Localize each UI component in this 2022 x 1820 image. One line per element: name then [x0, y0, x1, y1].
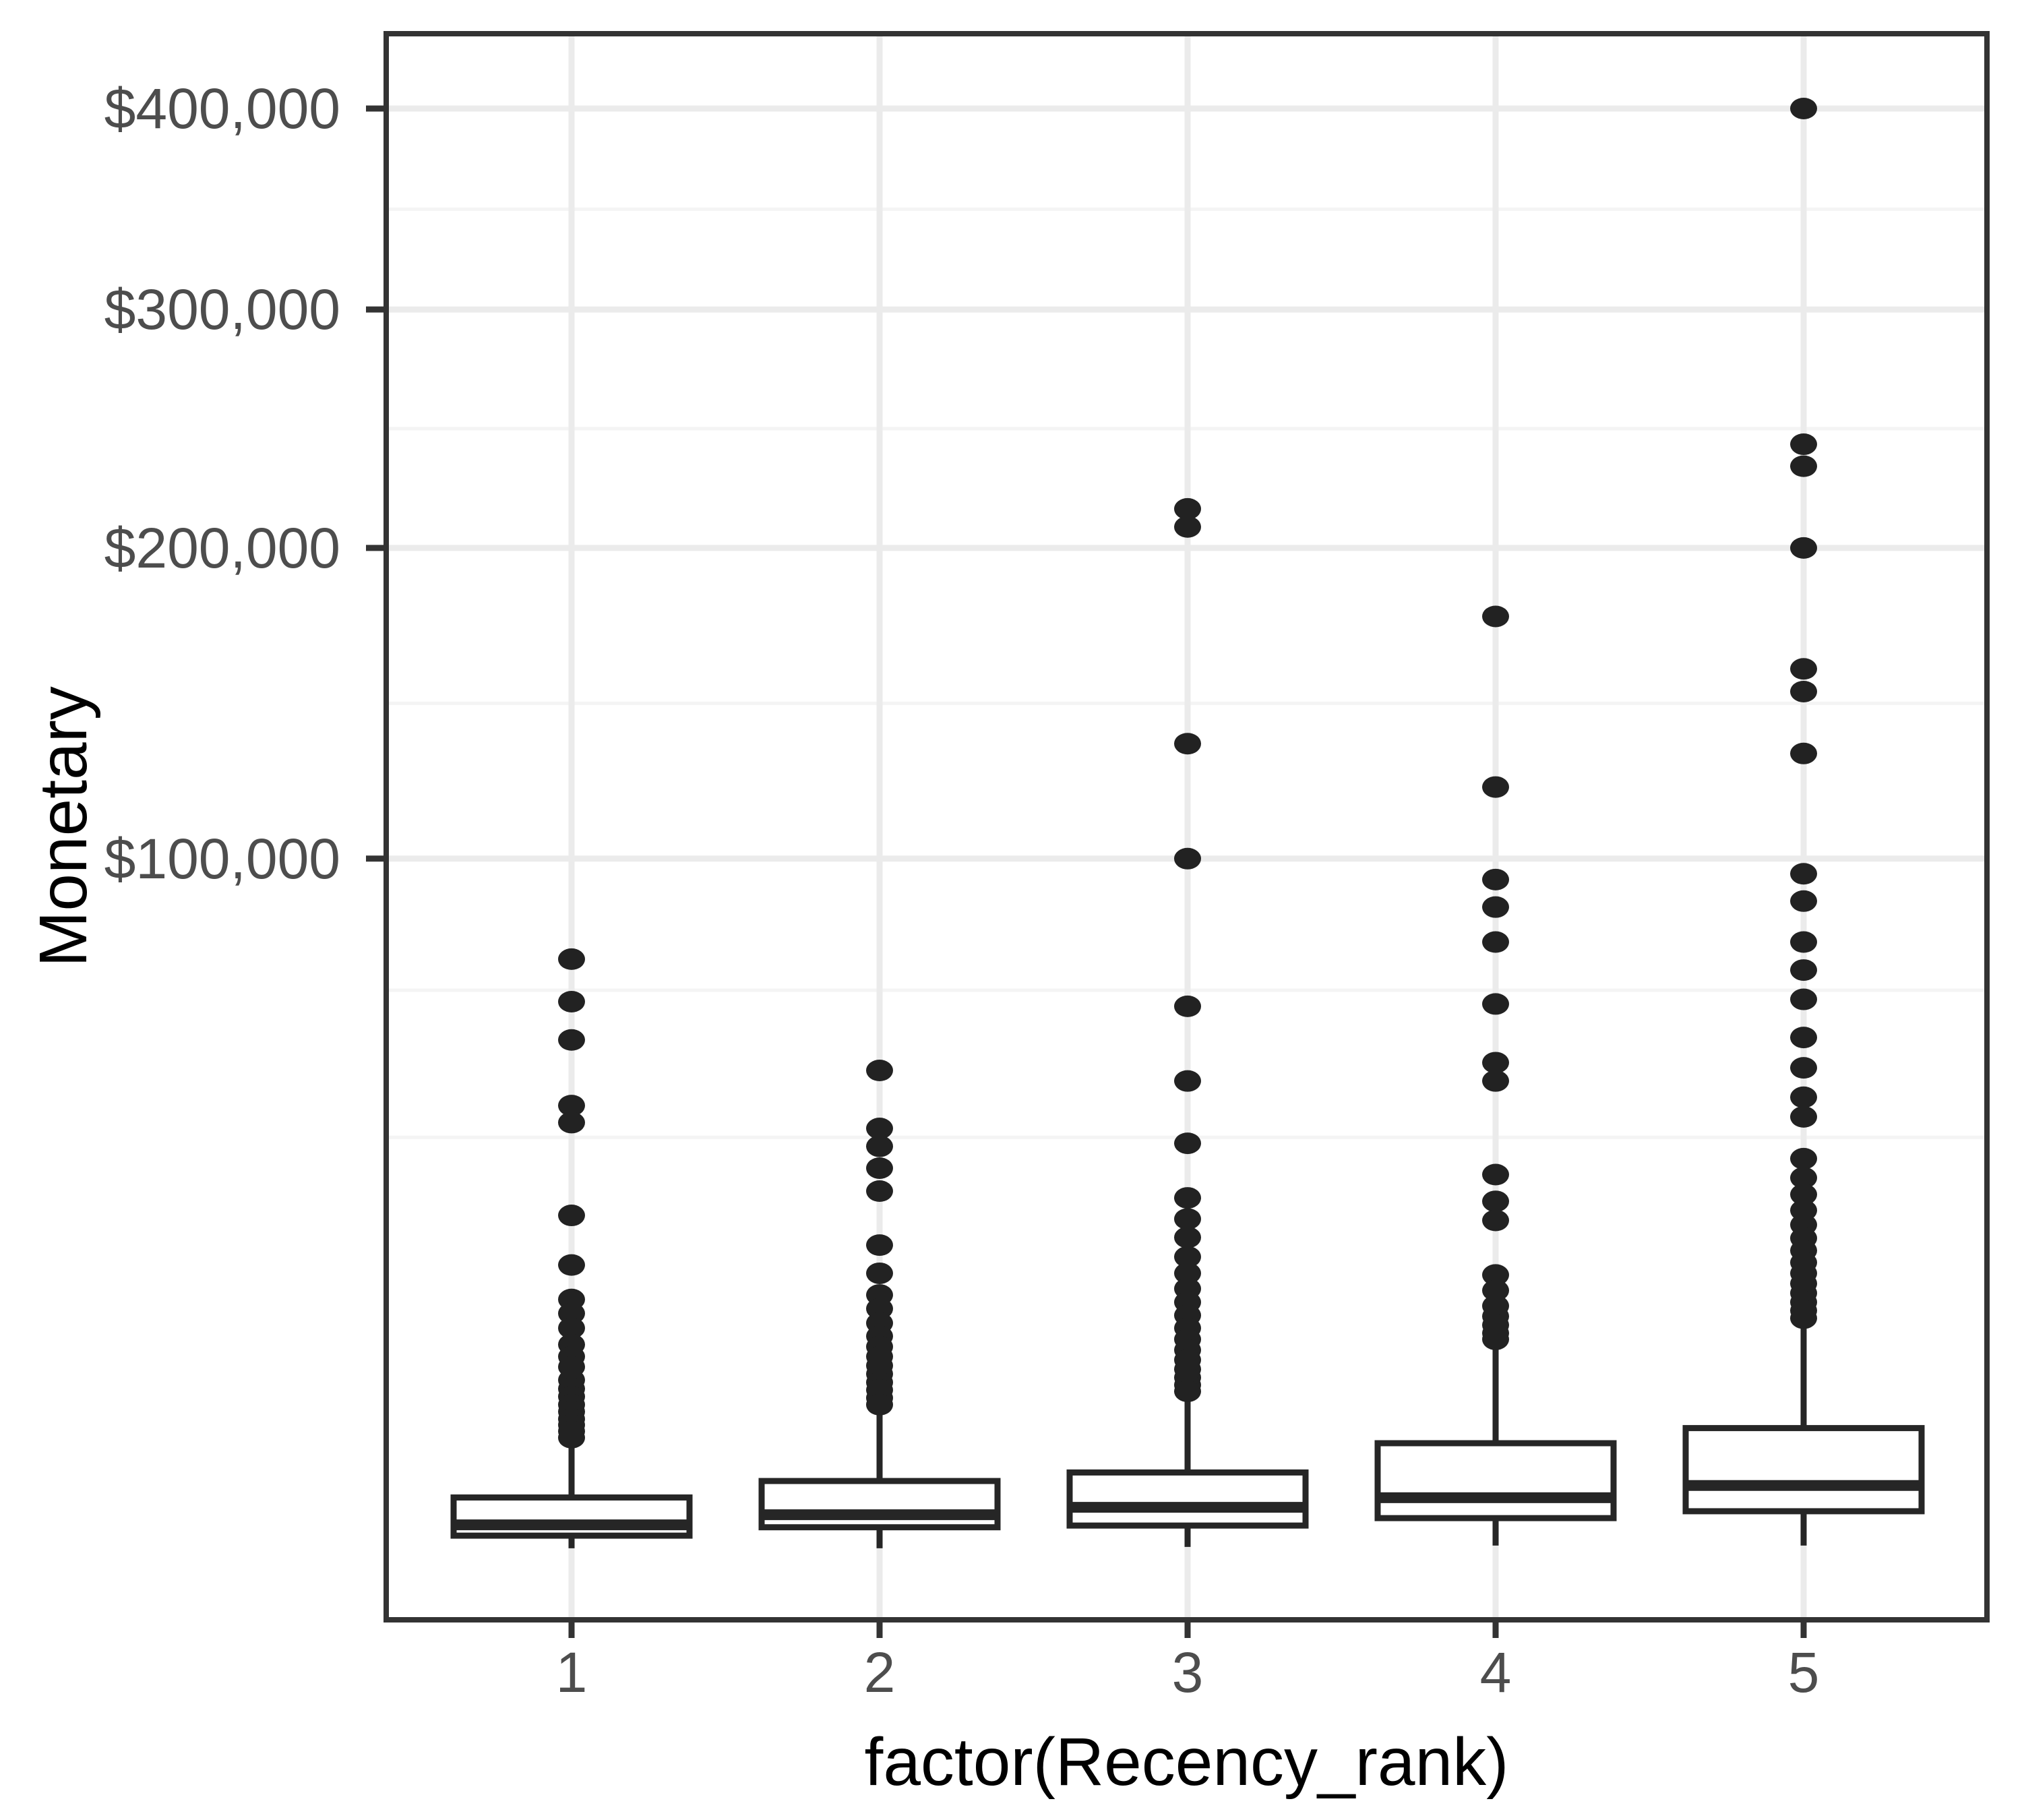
outlier-point — [1482, 1190, 1509, 1213]
outlier-point — [1790, 1105, 1817, 1128]
y-axis-title: Monetary — [26, 686, 101, 967]
boxplot-group-2 — [758, 1060, 1001, 1548]
outlier-point — [558, 1426, 585, 1449]
outlier-point — [1790, 1057, 1817, 1079]
outlier-point — [1482, 931, 1509, 953]
outlier-point — [1482, 868, 1509, 890]
outlier-point — [1174, 847, 1201, 870]
outlier-point — [1174, 1187, 1201, 1209]
outlier-point — [1174, 1246, 1201, 1268]
box-iqr — [758, 1478, 1001, 1531]
x-tick-label: 1 — [556, 1641, 588, 1704]
outlier-point — [1482, 1052, 1509, 1074]
outlier-point — [866, 1262, 893, 1284]
boxplot-group-3 — [1066, 497, 1309, 1547]
outlier-point — [1482, 1264, 1509, 1286]
outlier-point — [558, 948, 585, 970]
outlier-point — [1790, 890, 1817, 912]
outlier-point — [1482, 776, 1509, 798]
axis-layer: $100,000 $200,000 $300,000 $400,000 1 2 3 4 5 — [104, 77, 1820, 1704]
outlier-point — [866, 1135, 893, 1157]
boxplot-group-4 — [1374, 605, 1617, 1546]
outlier-point — [866, 1118, 893, 1140]
outlier-point — [866, 1060, 893, 1082]
outlier-point — [1790, 1147, 1817, 1170]
outlier-point — [558, 1205, 585, 1227]
y-tick-label: $300,000 — [104, 278, 340, 341]
outlier-point — [1174, 1262, 1201, 1284]
x-tick-label: 3 — [1172, 1641, 1204, 1704]
outlier-point — [1790, 1184, 1817, 1206]
outlier-point — [1790, 1086, 1817, 1108]
outlier-point — [1790, 988, 1817, 1010]
outlier-point — [1790, 742, 1817, 764]
outlier-point — [1174, 995, 1201, 1017]
x-tick-label: 4 — [1480, 1641, 1512, 1704]
panel-border — [384, 31, 1990, 1622]
outlier-point — [1790, 863, 1817, 885]
outlier-point — [1790, 680, 1817, 702]
outlier-point — [1174, 516, 1201, 538]
boxplot-group-5 — [1682, 97, 1925, 1546]
outlier-point — [1174, 733, 1201, 755]
outlier-point — [1790, 931, 1817, 953]
outlier-point — [1174, 1132, 1201, 1155]
outlier-point — [866, 1180, 893, 1203]
outlier-point — [558, 1095, 585, 1117]
box-iqr — [1374, 1440, 1617, 1521]
outlier-point — [866, 1157, 893, 1179]
box-iqr — [1066, 1469, 1309, 1529]
outlier-point — [1482, 605, 1509, 628]
outlier-point — [1174, 1070, 1201, 1092]
outlier-point — [1790, 433, 1817, 456]
outlier-point — [1790, 658, 1817, 680]
outlier-point — [1790, 1027, 1817, 1049]
outlier-point — [1790, 959, 1817, 981]
outlier-point — [1790, 537, 1817, 559]
outlier-point — [1482, 1328, 1509, 1350]
outlier-point — [1482, 1163, 1509, 1186]
outlier-point — [1482, 1070, 1509, 1092]
y-tick-label: $200,000 — [104, 516, 340, 580]
outlier-point — [1482, 1279, 1509, 1302]
outlier-point — [1482, 993, 1509, 1015]
outlier-point — [1174, 1208, 1201, 1230]
y-tick-label: $100,000 — [104, 827, 340, 890]
x-tick-label: 5 — [1788, 1641, 1820, 1704]
outlier-point — [558, 1029, 585, 1051]
box-iqr — [1682, 1425, 1925, 1515]
outlier-point — [558, 1317, 585, 1339]
outlier-point — [1482, 1209, 1509, 1232]
outlier-point — [1790, 455, 1817, 477]
box-layer — [450, 97, 1925, 1548]
outlier-point — [1482, 896, 1509, 918]
outlier-point — [866, 1234, 893, 1256]
outlier-point — [558, 990, 585, 1012]
outlier-point — [1790, 97, 1817, 119]
outlier-point — [1790, 1307, 1817, 1329]
x-axis-title: factor(Recency_rank) — [865, 1724, 1509, 1800]
x-tick-label: 2 — [864, 1641, 896, 1704]
outlier-point — [558, 1254, 585, 1276]
boxplot-group-1 — [450, 948, 693, 1548]
outlier-point — [1174, 497, 1201, 520]
outlier-point — [558, 1112, 585, 1134]
y-tick-label: $400,000 — [104, 77, 340, 140]
outlier-point — [866, 1393, 893, 1416]
outlier-point — [1174, 1226, 1201, 1248]
outlier-point — [1174, 1381, 1201, 1403]
outlier-point — [1790, 1167, 1817, 1189]
